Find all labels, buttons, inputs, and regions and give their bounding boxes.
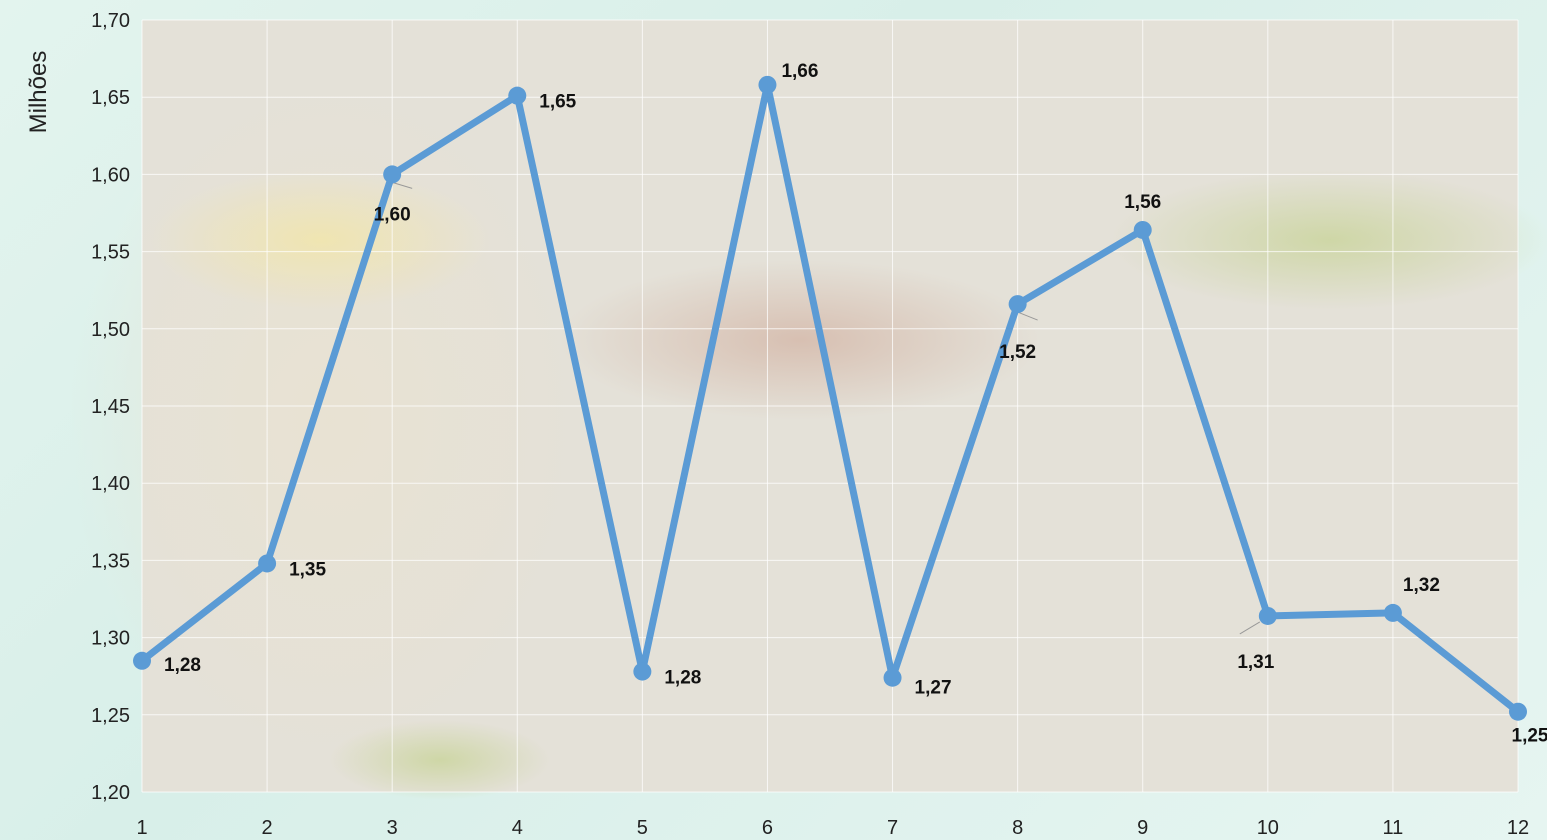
data-point <box>258 554 277 573</box>
data-point <box>758 75 777 94</box>
data-label: 1,60 <box>374 204 411 225</box>
x-tick-label: 11 <box>1383 817 1404 839</box>
leader-line <box>392 181 413 189</box>
leader-line <box>1239 621 1261 635</box>
background-blob <box>150 170 490 310</box>
y-tick-label: 1,25 <box>91 705 130 727</box>
y-tick-label: 1,30 <box>91 628 130 650</box>
data-label: 1,65 <box>539 92 576 113</box>
data-label: 1,56 <box>1124 192 1161 213</box>
y-tick-label: 1,65 <box>91 87 130 109</box>
x-tick-label: 4 <box>512 817 523 839</box>
data-label: 1,35 <box>289 559 326 580</box>
data-points <box>133 75 1527 721</box>
data-point <box>1258 606 1277 625</box>
y-tick-label: 1,70 <box>91 10 130 32</box>
data-label: 1,28 <box>664 668 701 689</box>
data-label: 1,66 <box>781 61 818 82</box>
x-axis-ticks: 1 2 3 4 5 6 7 8 9 10 11 12 <box>136 817 1529 839</box>
x-tick-label: 1 <box>136 817 147 839</box>
x-tick-label: 9 <box>1137 817 1148 839</box>
x-tick-label: 12 <box>1507 817 1529 839</box>
data-label: 1,52 <box>999 342 1036 363</box>
y-tick-label: 1,20 <box>91 782 130 804</box>
data-point <box>1509 702 1527 721</box>
data-label: 1,28 <box>164 655 201 676</box>
data-point <box>633 662 652 681</box>
background-blob <box>330 720 550 800</box>
y-tick-label: 1,40 <box>91 473 130 495</box>
background-blob <box>70 60 590 780</box>
series-line <box>138 81 1522 716</box>
plot-background <box>70 20 1547 800</box>
x-tick-label: 8 <box>1012 817 1023 839</box>
background-blob <box>1110 170 1547 310</box>
data-labels: 1,28 1,35 1,60 1,65 1,28 1,66 1,27 1,52 1,56 1,31… <box>164 61 1547 747</box>
x-tick-label: 5 <box>637 817 648 839</box>
y-axis-ticks: 1,20 1,25 1,30 1,35 1,40 1,45 1,50 1,55 1,60 1,65… <box>91 10 130 804</box>
x-tick-label: 3 <box>387 817 398 839</box>
data-label: 1,31 <box>1237 652 1274 673</box>
gridlines <box>141 19 1519 793</box>
data-point <box>883 668 902 687</box>
y-tick-label: 1,50 <box>91 319 130 341</box>
y-axis-label: Milhões <box>25 51 52 134</box>
x-tick-label: 10 <box>1257 817 1279 839</box>
data-point <box>383 165 402 184</box>
data-point <box>508 86 527 105</box>
data-point <box>1008 295 1027 314</box>
data-label: 1,27 <box>915 678 952 699</box>
data-point <box>1383 603 1402 622</box>
leader-line <box>1017 311 1038 321</box>
label-leader-lines <box>392 181 1261 635</box>
y-tick-label: 1,35 <box>91 550 130 572</box>
data-point <box>133 651 151 670</box>
data-label: 1,32 <box>1403 575 1440 596</box>
y-tick-label: 1,45 <box>91 396 130 418</box>
x-tick-label: 6 <box>762 817 773 839</box>
background-blob <box>560 260 1040 420</box>
data-point <box>1133 220 1152 239</box>
data-label: 1,25 <box>1512 726 1547 747</box>
y-tick-label: 1,55 <box>91 242 130 264</box>
y-tick-label: 1,60 <box>91 164 130 186</box>
x-tick-label: 7 <box>887 817 898 839</box>
x-tick-label: 2 <box>262 817 273 839</box>
